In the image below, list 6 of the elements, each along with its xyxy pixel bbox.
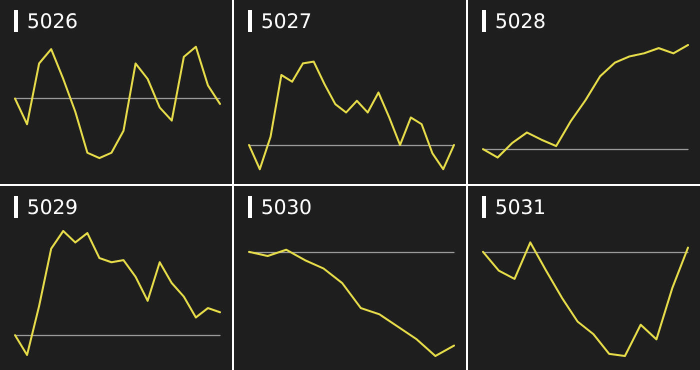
chart-title: 5027 [261,9,312,33]
chart-title: 5029 [27,195,78,219]
chart-title: 5030 [261,195,312,219]
chart-title: 5028 [495,9,546,33]
chart-title: 5031 [495,195,546,219]
chart-title: 5026 [27,9,78,33]
